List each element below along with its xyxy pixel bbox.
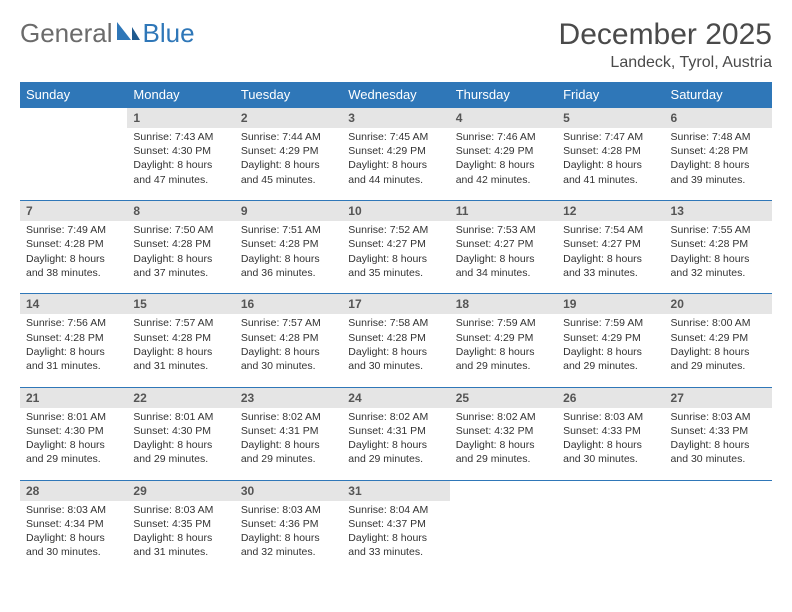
day-number-cell: 23 (235, 387, 342, 408)
day-number-cell (557, 480, 664, 501)
day-number-cell: 6 (665, 108, 772, 129)
day-detail-cell (450, 501, 557, 568)
day-number-cell: 21 (20, 387, 127, 408)
day-detail-cell: Sunrise: 7:44 AMSunset: 4:29 PMDaylight:… (235, 128, 342, 195)
day-detail-cell: Sunrise: 8:00 AMSunset: 4:29 PMDaylight:… (665, 314, 772, 381)
day-number-cell: 8 (127, 201, 234, 222)
day-detail-cell: Sunrise: 8:02 AMSunset: 4:31 PMDaylight:… (342, 408, 449, 475)
day-number-row: 78910111213 (20, 201, 772, 222)
day-detail-cell: Sunrise: 7:51 AMSunset: 4:28 PMDaylight:… (235, 221, 342, 288)
day-detail-cell: Sunrise: 8:03 AMSunset: 4:33 PMDaylight:… (665, 408, 772, 475)
day-number-cell: 1 (127, 108, 234, 129)
day-detail-cell: Sunrise: 7:50 AMSunset: 4:28 PMDaylight:… (127, 221, 234, 288)
title-block: December 2025 Landeck, Tyrol, Austria (559, 18, 772, 72)
day-number-cell: 13 (665, 201, 772, 222)
day-detail-cell: Sunrise: 7:59 AMSunset: 4:29 PMDaylight:… (557, 314, 664, 381)
day-number-cell: 9 (235, 201, 342, 222)
day-detail-cell: Sunrise: 8:03 AMSunset: 4:33 PMDaylight:… (557, 408, 664, 475)
day-detail-cell: Sunrise: 8:02 AMSunset: 4:32 PMDaylight:… (450, 408, 557, 475)
day-detail-row: Sunrise: 7:49 AMSunset: 4:28 PMDaylight:… (20, 221, 772, 288)
day-detail-cell: Sunrise: 7:49 AMSunset: 4:28 PMDaylight:… (20, 221, 127, 288)
day-number-cell: 17 (342, 294, 449, 315)
logo-text-general: General (20, 18, 113, 49)
day-number-cell: 7 (20, 201, 127, 222)
day-number-cell: 19 (557, 294, 664, 315)
day-number-cell: 20 (665, 294, 772, 315)
day-number-cell: 30 (235, 480, 342, 501)
weekday-header: Tuesday (235, 82, 342, 108)
day-number-cell: 22 (127, 387, 234, 408)
day-number-cell: 25 (450, 387, 557, 408)
day-detail-cell: Sunrise: 8:04 AMSunset: 4:37 PMDaylight:… (342, 501, 449, 568)
day-detail-cell (557, 501, 664, 568)
day-number-cell: 29 (127, 480, 234, 501)
day-detail-cell: Sunrise: 7:56 AMSunset: 4:28 PMDaylight:… (20, 314, 127, 381)
day-number-cell: 28 (20, 480, 127, 501)
day-detail-cell (20, 128, 127, 195)
day-detail-cell (665, 501, 772, 568)
day-detail-cell: Sunrise: 7:52 AMSunset: 4:27 PMDaylight:… (342, 221, 449, 288)
day-detail-cell: Sunrise: 7:47 AMSunset: 4:28 PMDaylight:… (557, 128, 664, 195)
weekday-header: Sunday (20, 82, 127, 108)
day-detail-cell: Sunrise: 8:03 AMSunset: 4:34 PMDaylight:… (20, 501, 127, 568)
month-title: December 2025 (559, 18, 772, 52)
day-number-cell: 27 (665, 387, 772, 408)
day-number-cell: 26 (557, 387, 664, 408)
weekday-header: Friday (557, 82, 664, 108)
day-number-cell (20, 108, 127, 129)
day-detail-cell: Sunrise: 8:03 AMSunset: 4:35 PMDaylight:… (127, 501, 234, 568)
day-detail-cell: Sunrise: 7:53 AMSunset: 4:27 PMDaylight:… (450, 221, 557, 288)
calendar-table: Sunday Monday Tuesday Wednesday Thursday… (20, 82, 772, 567)
day-number-cell: 2 (235, 108, 342, 129)
day-number-cell: 18 (450, 294, 557, 315)
day-detail-cell: Sunrise: 8:02 AMSunset: 4:31 PMDaylight:… (235, 408, 342, 475)
day-detail-cell: Sunrise: 7:45 AMSunset: 4:29 PMDaylight:… (342, 128, 449, 195)
day-number-cell: 10 (342, 201, 449, 222)
logo-sail-icon (115, 20, 141, 47)
day-detail-cell: Sunrise: 7:57 AMSunset: 4:28 PMDaylight:… (127, 314, 234, 381)
day-number-cell (450, 480, 557, 501)
day-detail-cell: Sunrise: 8:01 AMSunset: 4:30 PMDaylight:… (20, 408, 127, 475)
weekday-header: Thursday (450, 82, 557, 108)
day-detail-cell: Sunrise: 7:58 AMSunset: 4:28 PMDaylight:… (342, 314, 449, 381)
header: General Blue December 2025 Landeck, Tyro… (20, 18, 772, 72)
day-detail-cell: Sunrise: 7:59 AMSunset: 4:29 PMDaylight:… (450, 314, 557, 381)
day-number-cell: 5 (557, 108, 664, 129)
day-number-row: 14151617181920 (20, 294, 772, 315)
weekday-header: Monday (127, 82, 234, 108)
day-number-cell: 15 (127, 294, 234, 315)
day-number-cell: 4 (450, 108, 557, 129)
day-number-cell: 12 (557, 201, 664, 222)
day-detail-cell: Sunrise: 7:48 AMSunset: 4:28 PMDaylight:… (665, 128, 772, 195)
location: Landeck, Tyrol, Austria (559, 54, 772, 72)
day-detail-cell: Sunrise: 7:43 AMSunset: 4:30 PMDaylight:… (127, 128, 234, 195)
weekday-header: Saturday (665, 82, 772, 108)
day-detail-row: Sunrise: 7:43 AMSunset: 4:30 PMDaylight:… (20, 128, 772, 195)
day-number-cell: 11 (450, 201, 557, 222)
day-detail-cell: Sunrise: 7:57 AMSunset: 4:28 PMDaylight:… (235, 314, 342, 381)
day-number-row: 123456 (20, 108, 772, 129)
day-number-cell: 24 (342, 387, 449, 408)
day-detail-cell: Sunrise: 7:46 AMSunset: 4:29 PMDaylight:… (450, 128, 557, 195)
day-detail-cell: Sunrise: 7:55 AMSunset: 4:28 PMDaylight:… (665, 221, 772, 288)
day-number-cell (665, 480, 772, 501)
day-detail-row: Sunrise: 8:01 AMSunset: 4:30 PMDaylight:… (20, 408, 772, 475)
weekday-header-row: Sunday Monday Tuesday Wednesday Thursday… (20, 82, 772, 108)
day-number-cell: 31 (342, 480, 449, 501)
logo: General Blue (20, 18, 195, 49)
day-number-row: 28293031 (20, 480, 772, 501)
logo-text-blue: Blue (143, 18, 195, 49)
day-number-row: 21222324252627 (20, 387, 772, 408)
day-detail-cell: Sunrise: 7:54 AMSunset: 4:27 PMDaylight:… (557, 221, 664, 288)
day-number-cell: 16 (235, 294, 342, 315)
day-detail-cell: Sunrise: 8:01 AMSunset: 4:30 PMDaylight:… (127, 408, 234, 475)
day-detail-row: Sunrise: 7:56 AMSunset: 4:28 PMDaylight:… (20, 314, 772, 381)
day-number-cell: 14 (20, 294, 127, 315)
day-detail-cell: Sunrise: 8:03 AMSunset: 4:36 PMDaylight:… (235, 501, 342, 568)
day-number-cell: 3 (342, 108, 449, 129)
weekday-header: Wednesday (342, 82, 449, 108)
day-detail-row: Sunrise: 8:03 AMSunset: 4:34 PMDaylight:… (20, 501, 772, 568)
